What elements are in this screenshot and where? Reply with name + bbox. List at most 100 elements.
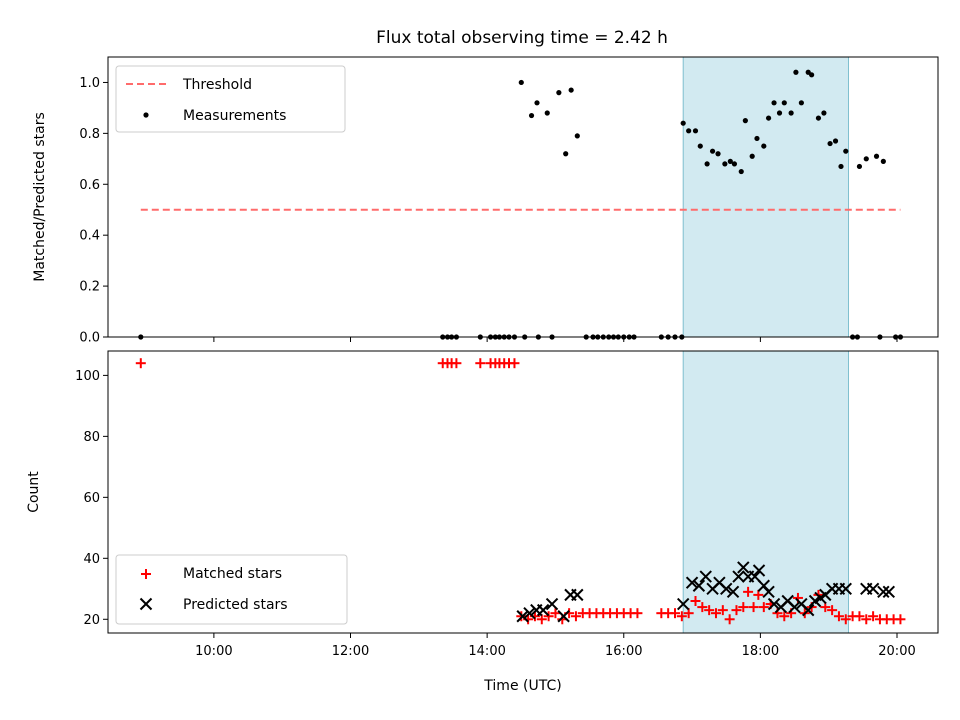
matched-star-point bbox=[717, 605, 728, 616]
legend-cross-marker bbox=[139, 597, 153, 611]
predicted-star-point bbox=[676, 597, 690, 611]
measurement-point bbox=[856, 163, 863, 170]
measurement-point bbox=[568, 87, 574, 93]
y-tick-label: 80 bbox=[83, 430, 100, 445]
x-tick-label: 18:00 bbox=[742, 644, 779, 659]
bottom-y-ticks: 20 40 60 80 100 bbox=[75, 369, 108, 628]
measurement-point bbox=[731, 161, 738, 167]
predicted-star-point bbox=[692, 579, 706, 592]
matched-star-point bbox=[543, 611, 554, 622]
predicted-star-point bbox=[767, 597, 781, 611]
top-x-ticks bbox=[213, 337, 898, 342]
measurement-point bbox=[709, 148, 716, 154]
x-tick-label: 20:00 bbox=[878, 644, 915, 659]
top-legend: Threshold Measurements bbox=[115, 65, 346, 133]
y-tick-label: 0.4 bbox=[79, 229, 100, 244]
measurement-point bbox=[563, 151, 569, 157]
x-tick-label: 16:00 bbox=[605, 644, 642, 659]
matched-star-point bbox=[753, 589, 764, 600]
y-tick-label: 0.6 bbox=[79, 178, 100, 193]
predicted-star-point bbox=[699, 570, 712, 583]
highlight-span-bottom bbox=[682, 350, 850, 634]
predicted-star-point bbox=[571, 588, 584, 602]
measurement-point bbox=[815, 115, 822, 121]
matched-star-point bbox=[743, 586, 754, 597]
measurement-point bbox=[738, 168, 744, 175]
matched-star-point bbox=[632, 608, 643, 619]
measurement-point bbox=[528, 112, 535, 119]
top-y-axis-label: Matched/Predicted stars bbox=[32, 112, 48, 282]
highlight-span-top bbox=[682, 56, 850, 338]
y-tick-label: 0.0 bbox=[79, 331, 100, 346]
measurement-point bbox=[749, 153, 755, 159]
matched-star-point bbox=[827, 605, 838, 616]
measurement-point bbox=[843, 148, 849, 154]
matched-star-point bbox=[704, 605, 715, 616]
matched-star-point bbox=[724, 614, 735, 625]
matched-star-point bbox=[697, 602, 708, 613]
matched-star-point bbox=[738, 602, 749, 613]
matched-star-point bbox=[833, 611, 844, 622]
matched-star-point bbox=[683, 608, 694, 619]
top-panel-ratio: 0.0 0.2 0.4 0.6 0.8 1.0 Matched/Predicted sta… bbox=[32, 56, 939, 346]
predicted-star-point bbox=[536, 603, 550, 617]
bottom-y-axis-label: Count bbox=[26, 471, 42, 513]
measurement-point bbox=[788, 110, 794, 116]
predicted-star-point bbox=[523, 606, 536, 620]
measurement-point bbox=[722, 161, 728, 167]
predicted-star-point bbox=[557, 610, 570, 623]
measurement-point bbox=[742, 118, 748, 124]
matched-star-point bbox=[570, 611, 581, 622]
x-axis-label: Time (UTC) bbox=[483, 678, 561, 694]
matched-star-point bbox=[731, 605, 742, 616]
matched-star-point bbox=[854, 611, 865, 622]
matched-star-point bbox=[676, 611, 687, 622]
predicted-star-point bbox=[732, 570, 745, 583]
predicted-star-point bbox=[516, 610, 529, 623]
predicted-stars-series bbox=[516, 561, 896, 623]
y-tick-label: 0.2 bbox=[79, 280, 100, 295]
measurement-point bbox=[761, 143, 767, 149]
measurement-point bbox=[776, 110, 783, 116]
measurement-point bbox=[556, 90, 562, 96]
predicted-star-point bbox=[877, 585, 890, 599]
measurement-point bbox=[863, 156, 869, 162]
top-y-ticks: 0.0 0.2 0.4 0.6 0.8 1.0 bbox=[79, 76, 108, 346]
measurement-point bbox=[697, 143, 703, 149]
matched-star-point bbox=[475, 358, 486, 369]
predicted-star-point bbox=[737, 561, 750, 574]
matched-star-point bbox=[135, 358, 146, 369]
measurement-point bbox=[838, 163, 844, 170]
legend-threshold-label: Threshold bbox=[182, 77, 252, 93]
predicted-star-point bbox=[720, 582, 733, 596]
predicted-star-point bbox=[801, 603, 815, 617]
y-tick-label: 20 bbox=[83, 613, 100, 628]
matched-star-point bbox=[868, 611, 879, 622]
top-legend-box bbox=[115, 65, 346, 133]
matched-star-point bbox=[690, 595, 701, 606]
measurement-point bbox=[809, 72, 815, 78]
bottom-legend: Matched stars Predicted stars bbox=[115, 554, 348, 625]
predicted-star-point bbox=[866, 582, 880, 596]
matched-star-point bbox=[758, 602, 769, 613]
measurement-point bbox=[686, 128, 692, 134]
matched-stars-series bbox=[135, 358, 906, 625]
predicted-star-point bbox=[839, 582, 852, 596]
predicted-star-point bbox=[752, 564, 766, 577]
predicted-star-point bbox=[762, 585, 775, 599]
matched-star-point bbox=[669, 608, 680, 619]
y-tick-label: 0.8 bbox=[79, 127, 100, 142]
measurement-point bbox=[692, 128, 699, 134]
measurement-point bbox=[574, 133, 580, 139]
matched-star-point bbox=[451, 358, 462, 369]
measurement-point bbox=[518, 79, 524, 86]
legend-matched-swatch bbox=[141, 569, 151, 579]
measurement-point bbox=[727, 158, 733, 164]
measurement-point bbox=[832, 138, 839, 144]
measurement-point bbox=[798, 100, 804, 106]
matched-star-point bbox=[840, 614, 851, 625]
predicted-star-point bbox=[882, 585, 896, 599]
chart-title: Flux total observing time = 2.42 h bbox=[376, 28, 668, 48]
top-axes-frame bbox=[107, 56, 939, 338]
legend-predicted-label: Predicted stars bbox=[183, 597, 288, 613]
